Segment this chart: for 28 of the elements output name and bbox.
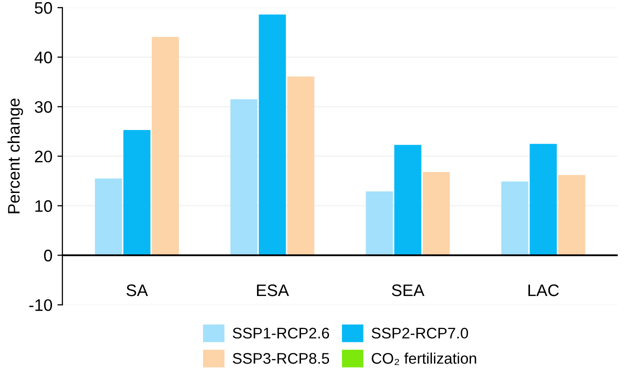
y-tick-label: 0 [44, 250, 52, 262]
y-axis-title: Percent change [8, 98, 24, 214]
bar [366, 191, 393, 256]
bar [123, 130, 150, 256]
y-tick-label: 40 [34, 52, 52, 64]
y-tick-label: 50 [34, 2, 52, 14]
legend-label: SSP3-RCP8.5 [232, 353, 330, 364]
bar [287, 76, 314, 256]
bar [230, 99, 258, 256]
bar [558, 175, 586, 256]
x-tick-label: LAC [528, 284, 559, 296]
y-tick-label: 20 [34, 150, 52, 162]
x-tick-label: ESA [257, 284, 289, 296]
y-tick-label: -10 [29, 299, 52, 312]
bar [501, 181, 528, 256]
x-tick-label: SEA [392, 284, 424, 296]
legend-label: SSP1-RCP2.6 [232, 328, 330, 339]
bar [152, 36, 179, 256]
bar [422, 172, 450, 256]
y-tick-label: 10 [35, 200, 52, 212]
bar [258, 14, 286, 256]
bar [394, 144, 422, 256]
bar [530, 144, 557, 256]
x-tick-label: SA [126, 284, 148, 296]
bar [94, 178, 122, 256]
legend-label: CO₂ fertilization [372, 352, 476, 365]
y-tick-label: 30 [34, 101, 52, 113]
legend-label: SSP2-RCP7.0 [372, 328, 468, 339]
